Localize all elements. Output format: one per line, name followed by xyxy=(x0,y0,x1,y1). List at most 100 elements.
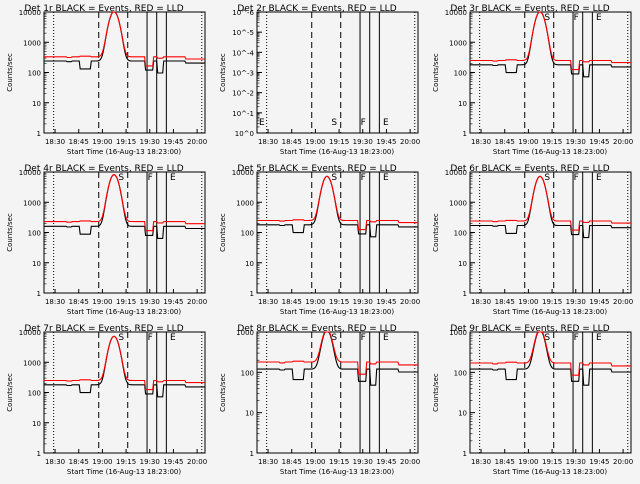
y-tick-label: 100 xyxy=(454,70,467,78)
x-axis-label: Start Time (16-Aug-13 18:23:00) xyxy=(280,308,394,316)
x-tick-label: 20:00 xyxy=(400,138,420,146)
series-line-events xyxy=(44,11,205,74)
x-tick-label: 18:45 xyxy=(69,298,89,306)
x-tick-label: 19:00 xyxy=(92,298,112,306)
y-axis-label: Counts/sec xyxy=(432,213,440,252)
x-tick-label: 19:15 xyxy=(329,138,349,146)
x-tick-label: 20:00 xyxy=(613,458,633,466)
x-tick-label: 18:45 xyxy=(495,298,515,306)
y-tick-label: 1000 xyxy=(23,359,41,367)
chart-title: Det 3r BLACK = Events, RED = LLD xyxy=(450,4,609,14)
x-tick-label: 19:15 xyxy=(116,298,136,306)
y-tick-label: 1 xyxy=(37,130,41,138)
x-tick-label: 18:30 xyxy=(258,298,278,306)
series-line-lld xyxy=(470,11,631,71)
marker-label-S: S xyxy=(331,173,337,183)
y-tick-label: 100 xyxy=(241,369,254,377)
marker-label-S: S xyxy=(118,173,124,183)
x-tick-label: 18:45 xyxy=(282,298,302,306)
x-tick-label: 19:45 xyxy=(376,298,396,306)
x-tick-label: 19:00 xyxy=(92,138,112,146)
x-tick-label: 19:15 xyxy=(116,138,136,146)
y-axis-label: Counts/sec xyxy=(6,373,14,412)
y-tick-label: 10000 xyxy=(232,169,254,177)
x-tick-label: 19:30 xyxy=(353,138,373,146)
y-tick-label: 10 xyxy=(458,260,467,268)
marker-label-F: F xyxy=(574,173,579,183)
marker-label-S: S xyxy=(118,333,124,343)
marker-label-S: S xyxy=(331,118,337,128)
plot-frame xyxy=(256,11,419,134)
chart-title: Det 8r BLACK = Events, RED = LLD xyxy=(237,324,396,334)
x-tick-label: 20:00 xyxy=(187,138,207,146)
y-tick-label: 10000 xyxy=(445,9,467,17)
y-tick-label: 1000 xyxy=(236,199,254,207)
y-tick-label: 100 xyxy=(454,230,467,238)
x-tick-label: 19:00 xyxy=(305,458,325,466)
chart-panel-6: Det 6r BLACK = Events, RED = LLD 18:30 18:… xyxy=(432,164,633,316)
x-axis-label: Start Time (16-Aug-13 18:23:00) xyxy=(493,148,607,156)
y-tick-label: 1000 xyxy=(449,329,467,337)
x-tick-label: 20:00 xyxy=(187,298,207,306)
chart-title: Det 2r BLACK = Events, RED = LLD xyxy=(237,4,396,14)
marker-label-F: F xyxy=(361,333,366,343)
x-tick-label: 18:45 xyxy=(282,458,302,466)
x-tick-label: 19:00 xyxy=(518,458,538,466)
y-tick-label: 100 xyxy=(28,390,41,398)
x-tick-label: 19:30 xyxy=(140,298,160,306)
y-axis-label: Counts/sec xyxy=(6,53,14,92)
x-tick-label: 19:30 xyxy=(140,138,160,146)
chart-panel-5: Det 5r BLACK = Events, RED = LLD 18:30 18:… xyxy=(219,164,420,316)
y-tick-label: 10^-2 xyxy=(232,90,254,98)
marker-label-E: E xyxy=(383,173,389,183)
y-tick-label: 10000 xyxy=(19,169,41,177)
x-tick-label: 19:00 xyxy=(518,138,538,146)
marker-label-E: E xyxy=(170,173,176,183)
x-tick-label: 19:15 xyxy=(329,298,349,306)
y-tick-label: 1000 xyxy=(449,199,467,207)
x-axis-label: Start Time (16-Aug-13 18:23:00) xyxy=(67,308,181,316)
x-axis-label: Start Time (16-Aug-13 18:23:00) xyxy=(67,468,181,476)
y-tick-label: 100 xyxy=(28,230,41,238)
x-tick-label: 19:00 xyxy=(518,298,538,306)
marker-label-S: S xyxy=(331,333,337,343)
series-line-events xyxy=(470,175,631,239)
y-tick-label: 10^0 xyxy=(235,130,254,138)
plot-frame xyxy=(43,331,206,454)
y-tick-label: 1 xyxy=(250,290,254,298)
x-tick-label: 19:00 xyxy=(305,138,325,146)
y-tick-label: 10 xyxy=(32,420,41,428)
y-tick-label: 10000 xyxy=(19,329,41,337)
y-tick-label: 10 xyxy=(458,410,467,418)
x-tick-label: 20:00 xyxy=(613,298,633,306)
series-line-events xyxy=(470,11,631,78)
x-tick-label: 19:45 xyxy=(163,298,183,306)
x-tick-label: 19:30 xyxy=(140,458,160,466)
plot-frame xyxy=(469,171,632,294)
chart-panel-3: Det 3r BLACK = Events, RED = LLD 18:30 18:… xyxy=(432,4,633,156)
marker-label-E: E xyxy=(259,118,265,128)
y-tick-label: 1000 xyxy=(236,329,254,337)
y-tick-label: 10^-3 xyxy=(232,70,254,78)
plot-frame xyxy=(469,11,632,134)
marker-label-F: F xyxy=(574,13,579,23)
chart-panel-4: Det 4r BLACK = Events, RED = LLD 18:30 18:… xyxy=(6,164,207,316)
x-tick-label: 19:30 xyxy=(353,298,373,306)
series-line-events xyxy=(470,331,631,386)
y-axis-label: Counts/sec xyxy=(219,53,227,92)
x-axis-label: Start Time (16-Aug-13 18:23:00) xyxy=(280,468,394,476)
x-tick-label: 18:45 xyxy=(69,138,89,146)
series-line-lld xyxy=(44,335,205,391)
x-tick-label: 18:30 xyxy=(258,138,278,146)
x-tick-label: 18:30 xyxy=(45,458,65,466)
x-tick-label: 19:15 xyxy=(542,138,562,146)
x-tick-label: 19:30 xyxy=(566,138,586,146)
y-tick-label: 100 xyxy=(28,70,41,78)
marker-label-E: E xyxy=(170,333,176,343)
y-tick-label: 1 xyxy=(250,450,254,458)
marker-label-S: S xyxy=(544,333,550,343)
x-tick-label: 19:45 xyxy=(589,458,609,466)
x-tick-label: 18:30 xyxy=(45,298,65,306)
